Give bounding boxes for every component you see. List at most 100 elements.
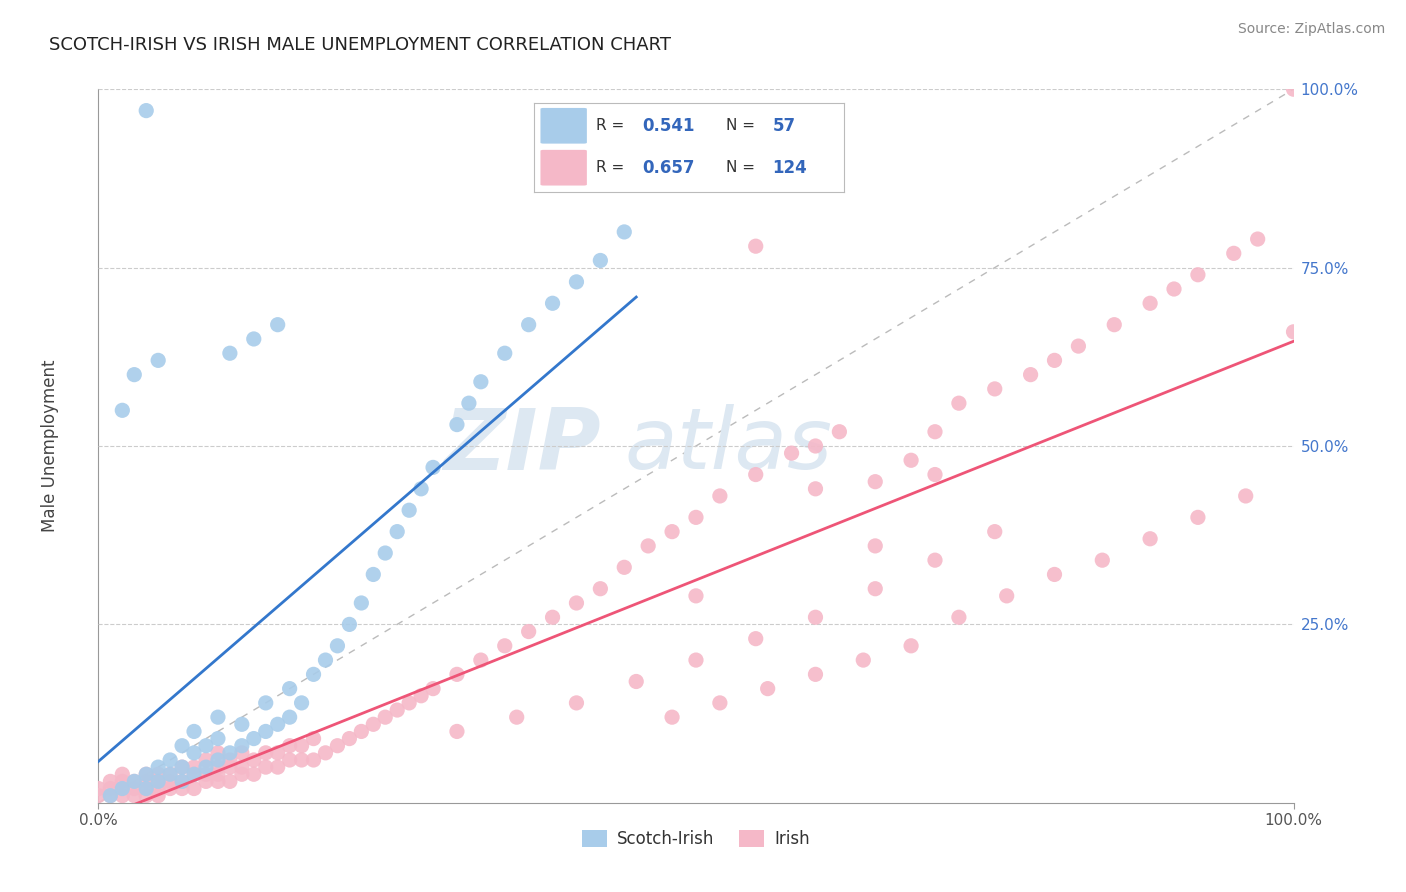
Point — [446, 417, 468, 432]
Point — [470, 375, 492, 389]
Point — [87, 789, 110, 803]
Point — [1139, 296, 1161, 310]
Point — [219, 774, 242, 789]
Point — [159, 767, 181, 781]
Point — [194, 774, 217, 789]
Point — [363, 717, 385, 731]
Point — [685, 589, 707, 603]
Point — [219, 753, 242, 767]
Point — [231, 767, 253, 781]
Point — [290, 696, 312, 710]
Point — [183, 767, 205, 781]
Point — [159, 774, 181, 789]
Point — [219, 746, 242, 760]
Point — [745, 467, 768, 482]
Point — [541, 610, 564, 624]
Point — [1139, 532, 1161, 546]
Point — [278, 681, 301, 696]
Point — [124, 774, 146, 789]
Point — [1222, 246, 1246, 260]
Point — [1246, 232, 1268, 246]
Point — [422, 681, 444, 696]
Point — [302, 731, 325, 746]
Point — [470, 653, 492, 667]
Point — [804, 667, 827, 681]
Point — [1282, 325, 1305, 339]
Point — [337, 617, 360, 632]
Point — [231, 739, 253, 753]
Point — [148, 774, 170, 789]
Point — [565, 696, 588, 710]
Point — [315, 653, 337, 667]
Point — [1019, 368, 1042, 382]
Point — [194, 760, 217, 774]
Point — [278, 753, 301, 767]
Point — [685, 510, 707, 524]
Point — [446, 667, 468, 681]
Point — [613, 560, 636, 574]
Point — [111, 767, 134, 781]
Point — [111, 781, 134, 796]
Point — [135, 781, 157, 796]
Point — [135, 781, 157, 796]
Point — [517, 318, 540, 332]
Point — [207, 767, 229, 781]
Point — [243, 767, 266, 781]
Point — [98, 781, 122, 796]
Text: 57: 57 — [772, 117, 796, 135]
Point — [87, 781, 110, 796]
Point — [290, 739, 312, 753]
Point — [135, 774, 157, 789]
Point — [506, 710, 529, 724]
Point — [1187, 510, 1209, 524]
Point — [756, 681, 779, 696]
Point — [494, 346, 516, 360]
Point — [111, 403, 134, 417]
Legend: Scotch-Irish, Irish: Scotch-Irish, Irish — [575, 823, 817, 855]
Point — [207, 774, 229, 789]
Point — [709, 696, 731, 710]
Point — [135, 767, 157, 781]
Text: R =: R = — [596, 161, 624, 175]
Point — [326, 639, 349, 653]
Point — [804, 482, 827, 496]
Point — [565, 596, 588, 610]
Text: 0.541: 0.541 — [643, 117, 695, 135]
Point — [98, 789, 122, 803]
Point — [948, 610, 970, 624]
Text: N =: N = — [725, 161, 755, 175]
Point — [207, 731, 229, 746]
Point — [231, 746, 253, 760]
Point — [613, 225, 636, 239]
Point — [804, 610, 827, 624]
Point — [1043, 353, 1066, 368]
Point — [135, 767, 157, 781]
Point — [589, 253, 612, 268]
Text: atlas: atlas — [624, 404, 832, 488]
Point — [589, 582, 612, 596]
Point — [828, 425, 851, 439]
Point — [183, 767, 205, 781]
Point — [159, 767, 181, 781]
Point — [900, 453, 922, 467]
Point — [1043, 567, 1066, 582]
Point — [148, 774, 170, 789]
Point — [315, 746, 337, 760]
Point — [172, 739, 194, 753]
Point — [254, 760, 277, 774]
Point — [363, 567, 385, 582]
Point — [411, 482, 433, 496]
Point — [172, 760, 194, 774]
Point — [661, 710, 683, 724]
Point — [194, 739, 217, 753]
FancyBboxPatch shape — [540, 108, 586, 144]
Point — [446, 724, 468, 739]
Point — [219, 346, 242, 360]
Point — [350, 596, 373, 610]
Point — [243, 731, 266, 746]
Point — [148, 760, 170, 774]
Point — [207, 710, 229, 724]
Point — [159, 781, 181, 796]
Point — [637, 539, 659, 553]
Point — [983, 524, 1005, 539]
